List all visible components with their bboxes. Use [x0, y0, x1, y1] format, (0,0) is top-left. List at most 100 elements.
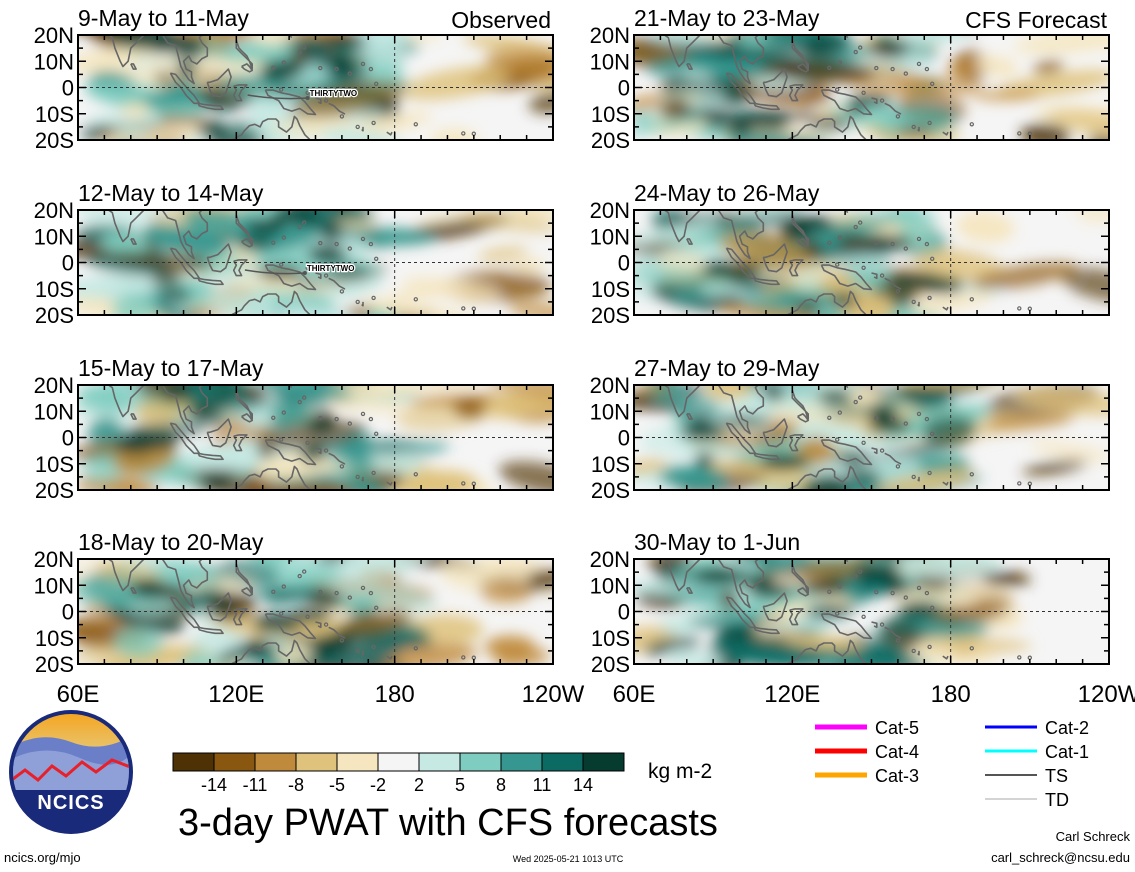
lat-tick-label: 20S [591, 303, 630, 328]
storm-label: THIRTYTWO [307, 264, 355, 273]
colorbar-swatch [213, 752, 256, 772]
colorbar-label: -8 [288, 775, 304, 795]
panel-label: 12-May to 14-May [78, 180, 264, 206]
footer-url: ncics.org/mjo [4, 850, 81, 865]
legend-label: TD [1045, 790, 1069, 810]
panel-label: 15-May to 17-May [78, 355, 264, 381]
footer-timestamp: Wed 2025-05-21 1013 UTC [513, 854, 624, 864]
storm-position [305, 96, 310, 100]
pwat-field [78, 210, 553, 315]
legend-label: Cat-3 [875, 766, 919, 786]
lon-tick-label: 120E [764, 681, 820, 708]
lon-tick-label: 60E [57, 681, 100, 708]
storm-label: THIRTYTWO [310, 89, 358, 98]
panel-label: 30-May to 1-Jun [634, 529, 800, 555]
coastlines [99, 559, 476, 664]
forecast-label: CFS Forecast [965, 7, 1107, 33]
lat-tick-label: 10N [590, 399, 630, 424]
lat-tick-label: 10S [591, 277, 630, 302]
lat-tick-label: 10S [35, 277, 74, 302]
colorbar-swatch [254, 752, 297, 772]
pwat-field [78, 385, 553, 490]
lon-tick-label: 60E [613, 681, 656, 708]
colorbar-label: 5 [455, 775, 465, 795]
storm-legend: Cat-5 Cat-4 Cat-3 Cat-2 Cat-1 TS TD [815, 718, 1089, 810]
lat-tick-label: 20S [591, 652, 630, 677]
legend-label: Cat-4 [875, 742, 919, 762]
footer-author: Carl Schreck [1056, 829, 1131, 844]
colorbar-label: -14 [201, 775, 227, 795]
lat-tick-label: 20N [590, 373, 630, 398]
colorbar-swatch [500, 752, 543, 772]
units-label: kg m-2 [648, 760, 712, 783]
pwat-field [634, 210, 1109, 315]
axis-ticks [77, 34, 554, 141]
lat-tick-label: 10N [590, 49, 630, 74]
lat-tick-label: 20N [34, 547, 74, 572]
colorbar-swatch [295, 752, 338, 772]
ncics-logo: NCICS [9, 710, 133, 834]
axis-ticks [77, 558, 554, 665]
legend-label: Cat-1 [1045, 742, 1089, 762]
lat-tick-label: 20N [34, 198, 74, 223]
coastlines [655, 35, 1032, 140]
lat-tick-label: 10N [590, 573, 630, 598]
legend-label: Cat-5 [875, 718, 919, 738]
lat-tick-label: 20S [35, 652, 74, 677]
colorbar-label: 2 [414, 775, 424, 795]
coastlines [99, 35, 476, 140]
lat-tick-label: 0 [618, 251, 630, 276]
lat-tick-label: 20N [34, 23, 74, 48]
axis-ticks [633, 558, 1110, 665]
pwat-field [634, 559, 1109, 664]
colorbar-label: 11 [533, 775, 552, 795]
lat-tick-label: 0 [618, 76, 630, 101]
panel-label: 27-May to 29-May [634, 355, 820, 381]
lat-tick-label: 0 [62, 600, 74, 625]
storm-track [247, 94, 308, 100]
lat-tick-label: 20S [35, 128, 74, 153]
colorbar-label: -5 [329, 775, 345, 795]
colorbar-label: -11 [243, 775, 268, 795]
lat-tick-label: 10S [35, 452, 74, 477]
lon-tick-label: 120E [208, 681, 264, 708]
lat-tick-label: 10S [591, 626, 630, 651]
panel-label: 24-May to 26-May [634, 180, 820, 206]
axis-ticks [77, 384, 554, 491]
lat-tick-label: 10S [35, 626, 74, 651]
lat-tick-label: 10N [34, 573, 74, 598]
colorbar-swatch [172, 752, 215, 772]
lat-tick-label: 20N [590, 23, 630, 48]
axis-ticks [633, 384, 1110, 491]
coastlines [655, 385, 1032, 490]
lat-tick-label: 20N [590, 198, 630, 223]
coastlines [655, 210, 1032, 315]
panel-label: 18-May to 20-May [78, 529, 264, 555]
storm-position [302, 271, 307, 275]
colorbar-label: -2 [370, 775, 386, 795]
colorbar-swatch [377, 752, 420, 772]
logo-text: NCICS [37, 792, 104, 814]
pwat-field [78, 35, 553, 140]
lat-tick-label: 20S [591, 128, 630, 153]
colorbar-swatch [336, 752, 379, 772]
axis-ticks [633, 209, 1110, 316]
lat-tick-label: 20N [34, 373, 74, 398]
figure-title: 3-day PWAT with CFS forecasts [178, 802, 718, 844]
lon-tick-label: 180 [931, 681, 971, 708]
lat-tick-label: 20N [590, 547, 630, 572]
storm-track [244, 269, 305, 275]
coastlines [655, 559, 1032, 664]
colorbar-label: 14 [573, 775, 593, 795]
observed-label: Observed [451, 7, 551, 33]
lon-tick-label: 180 [375, 681, 415, 708]
lat-tick-label: 10N [590, 224, 630, 249]
lat-tick-label: 10S [591, 102, 630, 127]
